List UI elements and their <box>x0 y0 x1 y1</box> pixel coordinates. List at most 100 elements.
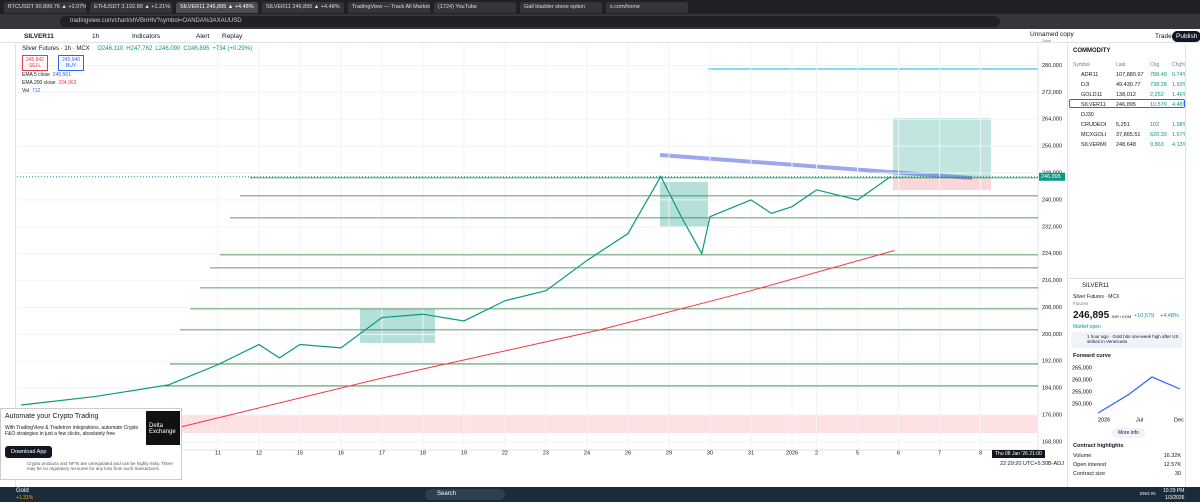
curve-y-label: 255,000 <box>1072 389 1092 395</box>
buy-button[interactable]: 245,940 BUY <box>58 55 85 71</box>
x-tick-label: 5 <box>856 450 859 456</box>
replay[interactable]: Replay <box>222 33 243 40</box>
tab[interactable]: SILVER11 246,895 ▲ +4.48% <box>262 2 344 13</box>
column-header: Chg <box>1150 62 1160 68</box>
x-tick-label: 6 <box>897 450 900 456</box>
ohlc-value: C246,895 <box>183 46 210 52</box>
watchlist-cell: 102 <box>1150 122 1160 128</box>
watchlist-title[interactable]: COMMODITY <box>1073 48 1111 54</box>
details-change-pct: +4.48% <box>1160 313 1179 319</box>
alert[interactable]: Alert <box>196 33 210 40</box>
watchlist-cell[interactable]: SILVER11 <box>1081 102 1106 108</box>
highlight-value: 30 <box>1174 471 1181 477</box>
sell-button[interactable]: 245,842 SELL <box>22 55 49 71</box>
search[interactable]: Search <box>425 489 505 500</box>
adjustment[interactable]: B-ADJ <box>1048 461 1064 467</box>
watchlist-cell: 4.48% <box>1172 102 1188 108</box>
symbol[interactable]: SILVER11 <box>24 33 54 40</box>
watchlist-cell[interactable]: SILVERMI <box>1081 142 1107 148</box>
ohlc-value: H247,762 <box>126 46 153 52</box>
x-tick-label: 11 <box>215 450 221 456</box>
tab[interactable]: (1724) YouTube <box>434 2 516 13</box>
watchlist-cell[interactable]: DJ30 <box>1081 112 1094 118</box>
x-tick-label: 30 <box>707 450 713 456</box>
tab[interactable]: BTCUSDT 90,899.76 ▲ +2.07% <box>4 2 86 13</box>
curve-x-label: 2026 <box>1098 417 1110 423</box>
watchlist-cell[interactable]: DJI <box>1081 82 1090 88</box>
curve-line <box>1097 376 1181 414</box>
cursor-time: Thu 08 Jan '26 21:00 <box>992 450 1045 458</box>
tab[interactable]: ETHUSDT 3,192.89 ▲ +1.21% <box>90 2 172 13</box>
curve-title: Forward curve <box>1073 353 1111 359</box>
ad-button[interactable]: Download App <box>5 446 53 458</box>
indicator-value: 245,561 <box>52 72 71 78</box>
y-tick-label: 200,000 <box>1042 332 1062 338</box>
y-tick-label: 184,000 <box>1042 386 1062 392</box>
ohlc-value: +734 (+0.29%) <box>212 46 253 52</box>
save[interactable]: Save <box>1042 38 1052 43</box>
watchlist-cell: 738.28 <box>1150 82 1167 88</box>
watchlist-cell: 37,865.51 <box>1116 132 1141 138</box>
y-tick-label: 280,000 <box>1042 63 1062 69</box>
y-tick-label: 192,000 <box>1042 359 1062 365</box>
news[interactable]: 1 hour ago · Gold hits one-week high aft… <box>1071 332 1183 348</box>
watchlist-cell: 107,880.97 <box>1116 72 1144 78</box>
chart-title: Silver Futures · 1h · MCX <box>22 46 90 52</box>
watchlist-cell: 1.67% <box>1172 132 1188 138</box>
indicator-value: 712 <box>31 88 41 94</box>
indicators[interactable]: Indicators <box>132 33 161 40</box>
trade[interactable]: Trade <box>1155 33 1172 40</box>
interval[interactable]: 1h <box>92 33 100 40</box>
indicator-name: EMA 5 close <box>22 72 50 78</box>
details-price: 246,895 <box>1073 310 1110 321</box>
chart-legend: Silver Futures · 1h · MCX O246,110 H247,7… <box>22 46 255 52</box>
taskbar: Gold +1.31% Search ENG IN 10:29 PM 1/3/2… <box>0 487 1200 502</box>
watchlist-cell: 248,648 <box>1116 142 1136 148</box>
details-change: +10,579 <box>1134 313 1155 319</box>
more-info[interactable]: More info <box>1112 428 1145 438</box>
x-tick-label: 29 <box>666 450 672 456</box>
curve-x-label: Dec <box>1174 417 1184 423</box>
x-tick-label: 2026 <box>786 450 798 456</box>
tab[interactable]: x.com/home <box>606 2 688 13</box>
tab[interactable]: TradingView — Track All Markets <box>348 2 430 13</box>
watchlist-cell: 620.33 <box>1150 132 1167 138</box>
y-tick-label: 232,000 <box>1042 224 1062 230</box>
y-tick-label: 224,000 <box>1042 251 1062 257</box>
trend-line <box>659 153 973 180</box>
weather-sub: +1.31% <box>16 495 34 501</box>
watchlist-cell: 788.49 <box>1150 72 1167 78</box>
highlight-label: Open interest <box>1073 462 1107 468</box>
ad-title: Automate your Crypto Trading <box>5 413 99 420</box>
series-line <box>21 175 891 406</box>
layout-name[interactable]: Unnamed copy <box>1030 31 1074 38</box>
tab[interactable]: SILVER11 246,895 ▲ +4.48% <box>176 2 258 13</box>
address-bar: tradingview.com/chart/xhVBnHh/?symbol=OA… <box>0 14 1200 29</box>
forward-curve: 265,000 260,000 255,000 250,000 2026 Jul Dec <box>1072 365 1184 423</box>
x-tick-label: 19 <box>461 450 467 456</box>
url[interactable]: tradingview.com/chart/xhVBnHh/?symbol=OA… <box>60 16 1000 27</box>
watchlist-cell[interactable]: MCXGOLI <box>1081 132 1107 138</box>
watchlist-cell: 9,863 <box>1150 142 1164 148</box>
x-tick-label: 7 <box>938 450 941 456</box>
ad: Automate your Crypto Trading With Tradin… <box>0 408 182 480</box>
x-tick-label: 16 <box>338 450 344 456</box>
x-tick-label: 18 <box>420 450 426 456</box>
x-tick-label: 8 <box>979 450 982 456</box>
buy-label: BUY <box>65 63 77 69</box>
x-tick-label: 15 <box>297 450 303 456</box>
chart-toolbar: SILVER11 1h Indicators Alert Replay Unna… <box>0 30 1200 43</box>
watchlist-cell: 49,430.77 <box>1116 82 1141 88</box>
details-name: Silver Futures · MCX <box>1073 294 1120 300</box>
language: ENG IN <box>1140 491 1156 496</box>
watchlist-cell[interactable]: GOLD11 <box>1081 92 1103 98</box>
watchlist-cell[interactable]: CRUDEOI <box>1081 122 1107 128</box>
watchlist-cell[interactable]: ADR11 <box>1081 72 1099 78</box>
publish[interactable]: Publish <box>1172 31 1200 42</box>
tab-bar: BTCUSDT 90,899.76 ▲ +2.07% ETHUSDT 3,192.… <box>0 0 1200 14</box>
column-header: Symbol <box>1073 62 1090 68</box>
tab[interactable]: Gall bladder stone option <box>520 2 602 13</box>
ad-disclaimer: Crypto products and NFTs are unregulated… <box>27 461 173 471</box>
